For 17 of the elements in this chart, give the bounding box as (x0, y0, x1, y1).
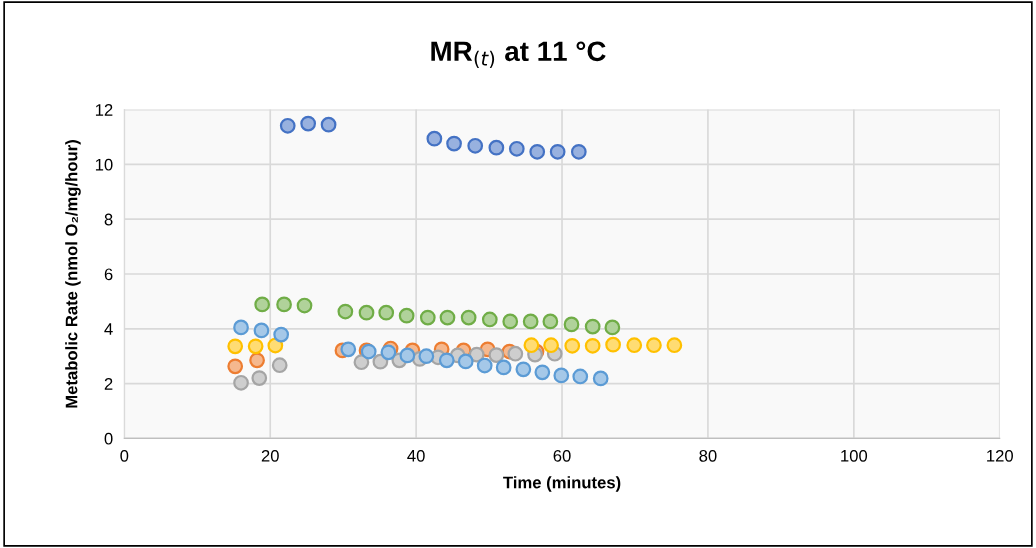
y-tick-label: 8 (104, 213, 113, 226)
chart-title: MR$_{(t)}$ at 11 °C (431, 41, 606, 68)
x-tick-label: 40 (407, 449, 425, 462)
y-axis-title: Metabolic Rate (nmol O₂/mg/hour) (65, 140, 81, 408)
x-tick-label: 60 (553, 449, 571, 462)
y-tick-label: 4 (104, 323, 113, 335)
y-tick-label: 6 (104, 268, 113, 281)
y-tick-label: 2 (104, 378, 113, 390)
y-tick-label: 12 (95, 104, 113, 116)
x-tick-label: 120 (987, 449, 1013, 462)
x-tick-label: 80 (699, 449, 717, 462)
x-axis-title: Time (minutes) (503, 476, 621, 492)
x-tick-label: 20 (261, 449, 279, 462)
y-tick-label: 10 (95, 158, 113, 171)
x-tick-label: 0 (120, 449, 129, 462)
y-tick-label: 0 (104, 432, 113, 445)
x-tick-label: 100 (841, 449, 868, 462)
